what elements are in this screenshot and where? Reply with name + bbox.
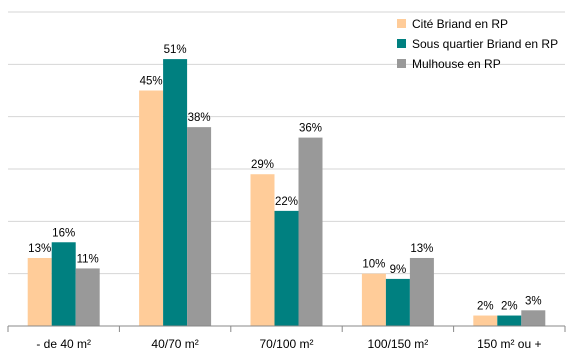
- data-label: 2%: [501, 301, 518, 313]
- data-label: 3%: [525, 295, 542, 307]
- legend-label: Cité Briand en RP: [412, 17, 508, 31]
- data-label: 36%: [299, 123, 322, 135]
- bar: [409, 257, 434, 326]
- data-label: 11%: [77, 253, 99, 265]
- x-axis: - de 40 m² 40/70 m² 70/100 m² 100/150 m² 150…: [7, 325, 566, 351]
- data-label: 13%: [410, 243, 433, 255]
- bar: [385, 278, 410, 326]
- x-tick-label: 40/70 m²: [151, 337, 198, 351]
- data-label: 51%: [164, 44, 187, 56]
- data-label: 10%: [362, 259, 385, 271]
- bars: 13%16%11%45%51%38%29%22%36%10% 9%13%2% 2% 3…: [27, 44, 546, 326]
- bar: [139, 90, 164, 326]
- bar: [521, 310, 546, 326]
- legend-label: Mulhouse en RP: [412, 57, 501, 71]
- bar: [187, 127, 212, 326]
- data-label: 13%: [28, 243, 51, 255]
- bar: [361, 273, 386, 326]
- data-label: 22%: [275, 196, 298, 208]
- gridlines: [8, 11, 565, 275]
- legend-label: Sous quartier Briand en RP: [412, 37, 558, 51]
- bar: [27, 257, 52, 326]
- legend-swatch: [397, 19, 406, 28]
- data-label: 29%: [251, 159, 274, 171]
- data-label: 38%: [188, 112, 211, 124]
- legend-swatch: [397, 59, 406, 68]
- x-tick-label: - de 40 m²: [36, 337, 91, 351]
- x-tick-label: 70/100 m²: [259, 337, 313, 351]
- legend-swatch: [397, 39, 406, 48]
- x-tick-label: 150 m² ou +: [477, 337, 541, 351]
- data-label: 2%: [477, 301, 494, 313]
- bar: [497, 315, 522, 326]
- bar: [473, 315, 498, 326]
- bar: [51, 242, 76, 326]
- data-label: 45%: [140, 76, 163, 88]
- bar: [250, 174, 275, 326]
- bar: [75, 268, 100, 326]
- data-label: 9%: [390, 264, 407, 276]
- legend: Cité Briand en RP Sous quartier Briand en…: [397, 17, 558, 71]
- bar: [163, 59, 188, 326]
- bar: [274, 210, 299, 326]
- data-label: 16%: [52, 227, 75, 239]
- x-tick-label: 100/150 m²: [368, 337, 429, 351]
- bar: [298, 137, 323, 326]
